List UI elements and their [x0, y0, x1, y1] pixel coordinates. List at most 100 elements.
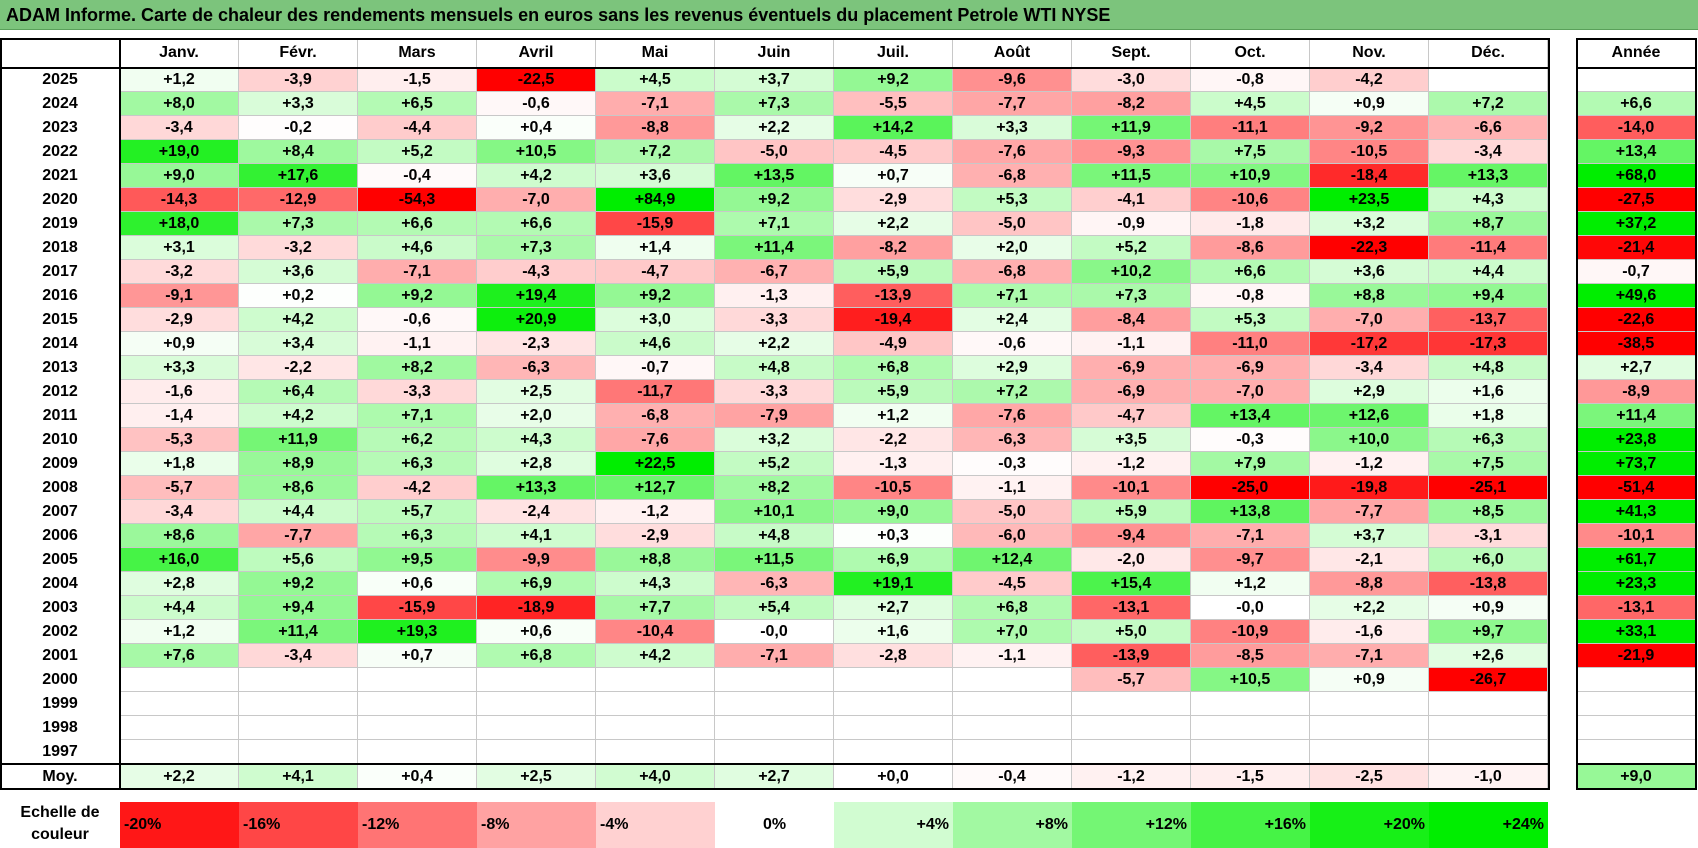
heatmap-cell: -22,3 [1310, 236, 1429, 260]
heatmap-cell: -3,2 [120, 260, 239, 284]
heatmap-cell: -10,6 [1191, 188, 1310, 212]
column-header: Févr. [239, 38, 358, 68]
heatmap-cell [239, 668, 358, 692]
heatmap-cell: -10,4 [596, 620, 715, 644]
heatmap-cell: +9,2 [596, 284, 715, 308]
year-column-header: Année [1576, 38, 1697, 68]
heatmap-cell: +5,3 [1191, 308, 1310, 332]
annual-cell: -51,4 [1576, 476, 1697, 500]
heatmap-cell: -10,5 [834, 476, 953, 500]
heatmap-cell: +1,2 [1191, 572, 1310, 596]
heatmap-cell: -7,6 [953, 140, 1072, 164]
heatmap-cell: -6,8 [953, 260, 1072, 284]
heatmap-cell: -9,6 [953, 68, 1072, 92]
annual-cell: -27,5 [1576, 188, 1697, 212]
heatmap-cell: +5,6 [239, 548, 358, 572]
heatmap-cell [358, 716, 477, 740]
heatmap-cell: +2,0 [477, 404, 596, 428]
heatmap-cell: +3,7 [1310, 524, 1429, 548]
row-year-label: 2006 [42, 527, 78, 544]
column-header: Sept. [1072, 38, 1191, 68]
heatmap-cell [715, 668, 834, 692]
heatmap-cell: +7,2 [1429, 92, 1548, 116]
heatmap-cell: -6,0 [953, 524, 1072, 548]
heatmap-cell: +9,2 [715, 188, 834, 212]
heatmap-cell: +0,9 [1429, 596, 1548, 620]
average-cell: -1,2 [1072, 764, 1191, 790]
heatmap-cell: -0,6 [953, 332, 1072, 356]
heatmap-cell: +19,4 [477, 284, 596, 308]
heatmap-cell: +8,4 [239, 140, 358, 164]
row-year-label: 2001 [42, 647, 78, 664]
heatmap-cell: +13,3 [477, 476, 596, 500]
heatmap-cell: +2,8 [120, 572, 239, 596]
heatmap-cell: +3,5 [1072, 428, 1191, 452]
row-year-label: 2008 [42, 479, 78, 496]
heatmap-cell: -7,9 [715, 404, 834, 428]
heatmap-cell: +7,3 [477, 236, 596, 260]
heatmap-cell: -4,7 [1072, 404, 1191, 428]
heatmap-cell: +2,4 [953, 308, 1072, 332]
heatmap-cell: -0,0 [1191, 596, 1310, 620]
heatmap-cell: +3,6 [1310, 260, 1429, 284]
heatmap-cell: -0,4 [358, 164, 477, 188]
heatmap-cell: +6,9 [477, 572, 596, 596]
heatmap-cell: -4,1 [1072, 188, 1191, 212]
heatmap-cell [1310, 692, 1429, 716]
heatmap-cell: -7,7 [953, 92, 1072, 116]
heatmap-cell: -6,9 [1072, 356, 1191, 380]
year-column-divider [119, 38, 121, 790]
heatmap-cell: -19,4 [834, 308, 953, 332]
heatmap-cell: -3,4 [120, 116, 239, 140]
heatmap-cell: +7,2 [953, 380, 1072, 404]
heatmap-cell: +2,5 [477, 380, 596, 404]
heatmap-cell [120, 692, 239, 716]
heatmap-cell: -13,9 [1072, 644, 1191, 668]
heatmap-cell: -3,9 [239, 68, 358, 92]
heatmap-cell: -1,8 [1191, 212, 1310, 236]
heatmap-cell: +3,3 [953, 116, 1072, 140]
heatmap-cell: +2,2 [715, 116, 834, 140]
heatmap-cell: -0,3 [953, 452, 1072, 476]
heatmap-cell: -0,8 [1191, 68, 1310, 92]
average-cell: +4,1 [239, 764, 358, 790]
heatmap-cell: +5,2 [715, 452, 834, 476]
heatmap-cell: +6,4 [239, 380, 358, 404]
heatmap-cell: +3,2 [715, 428, 834, 452]
heatmap-cell [358, 668, 477, 692]
annual-cell: +11,4 [1576, 404, 1697, 428]
heatmap-cell: +10,5 [477, 140, 596, 164]
row-year-label: 2019 [42, 215, 78, 232]
heatmap-cell: -11,4 [1429, 236, 1548, 260]
heatmap-cell: -6,8 [953, 164, 1072, 188]
heatmap-cell: +7,7 [596, 596, 715, 620]
annual-cell: -22,6 [1576, 308, 1697, 332]
heatmap-cell [1429, 740, 1548, 764]
heatmap-cell: -12,9 [239, 188, 358, 212]
annual-cell: +23,3 [1576, 572, 1697, 596]
heatmap-cell: +6,6 [358, 212, 477, 236]
heatmap-cell [953, 668, 1072, 692]
heatmap-cell: +5,3 [953, 188, 1072, 212]
heatmap-cell: -4,5 [953, 572, 1072, 596]
heatmap-cell: -5,7 [120, 476, 239, 500]
annual-cell: +73,7 [1576, 452, 1697, 476]
heatmap-cell: +11,9 [239, 428, 358, 452]
heatmap-cell: +8,2 [358, 356, 477, 380]
color-scale-swatch: -8% [477, 802, 596, 848]
heatmap-cell: -2,2 [834, 428, 953, 452]
heatmap-cell: +19,3 [358, 620, 477, 644]
color-scale-swatch: +20% [1310, 802, 1429, 848]
heatmap-cell: -3,4 [239, 644, 358, 668]
annual-cell: -8,9 [1576, 380, 1697, 404]
heatmap-cell: +2,0 [953, 236, 1072, 260]
heatmap-cell: -1,2 [1310, 452, 1429, 476]
heatmap-cell: -5,3 [120, 428, 239, 452]
row-year-label: 2010 [42, 431, 78, 448]
heatmap-cell: -7,0 [1310, 308, 1429, 332]
heatmap-cell: -9,3 [1072, 140, 1191, 164]
heatmap-cell: +5,4 [715, 596, 834, 620]
heatmap-cell: +5,9 [834, 260, 953, 284]
heatmap-cell: -0,6 [358, 308, 477, 332]
heatmap-cell: -7,0 [1191, 380, 1310, 404]
